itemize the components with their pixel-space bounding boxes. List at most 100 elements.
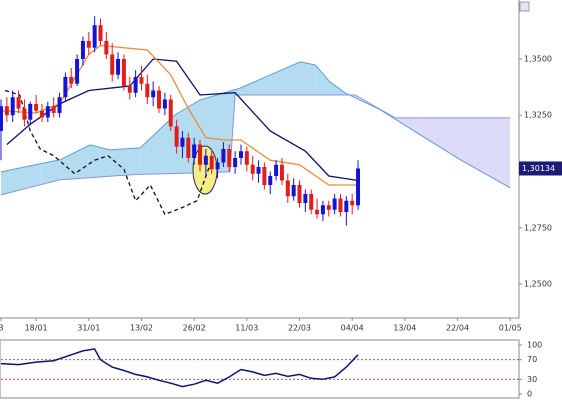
y-tick-label: 30 bbox=[527, 375, 537, 384]
panel-frame bbox=[0, 339, 520, 399]
candle-body bbox=[303, 193, 308, 203]
candle-body bbox=[186, 137, 191, 158]
corner-icon[interactable] bbox=[519, 1, 530, 12]
x-tick-label: 26/02 bbox=[183, 324, 206, 333]
candle-body bbox=[127, 85, 132, 93]
cloud-segment bbox=[140, 115, 175, 175]
candle-body bbox=[285, 180, 290, 197]
y-tick-label: 1,2750 bbox=[524, 223, 552, 232]
candle-body bbox=[192, 144, 197, 158]
candle-body bbox=[80, 40, 85, 59]
candle-body bbox=[110, 54, 115, 75]
lower-panel: 0 30 70 100 bbox=[0, 339, 542, 399]
candle-body bbox=[174, 126, 179, 147]
candle-body bbox=[268, 175, 273, 185]
candle-body bbox=[145, 83, 150, 98]
cloud-segment bbox=[420, 117, 461, 160]
cloud-segment bbox=[315, 65, 330, 95]
candle-body bbox=[309, 193, 314, 210]
candle-body bbox=[10, 97, 15, 116]
candle-body bbox=[98, 25, 103, 41]
candle-body bbox=[291, 184, 296, 197]
candle-body bbox=[215, 162, 220, 170]
candle-body bbox=[274, 164, 279, 176]
candle-body bbox=[221, 148, 226, 163]
candle-body bbox=[238, 151, 243, 158]
candle-body bbox=[233, 157, 238, 167]
x-tick-label: 13/02 bbox=[130, 324, 153, 333]
candle-body bbox=[262, 166, 267, 185]
x-tick-label: 22/04 bbox=[446, 324, 469, 333]
candle-body bbox=[338, 198, 343, 212]
candle-body bbox=[256, 166, 261, 174]
candle-body bbox=[209, 155, 214, 170]
y-tick-label: 1,2500 bbox=[524, 280, 552, 289]
candle-body bbox=[22, 108, 27, 120]
candle-body bbox=[332, 198, 337, 210]
cloud-layer bbox=[0, 61, 511, 196]
cloud-segment bbox=[109, 148, 130, 177]
cloud-segment bbox=[40, 159, 61, 185]
candle-body bbox=[162, 99, 167, 109]
x-tick-label: 01/05 bbox=[499, 324, 522, 333]
candle-body bbox=[133, 76, 138, 93]
candle-body bbox=[28, 103, 33, 120]
last-price-label: 1,30134 bbox=[522, 164, 555, 173]
cloud-segment bbox=[270, 61, 301, 95]
candle-layer bbox=[0, 16, 361, 226]
candle-body bbox=[198, 144, 203, 165]
x-tick-label: 18/01 bbox=[25, 324, 48, 333]
candle-body bbox=[356, 168, 361, 206]
candle-body bbox=[139, 76, 144, 84]
cloud-segment bbox=[89, 144, 110, 178]
candle-body bbox=[75, 58, 80, 84]
candle-body bbox=[344, 200, 349, 212]
candle-body bbox=[57, 97, 62, 113]
candle-body bbox=[116, 58, 121, 75]
oscillator-line bbox=[0, 348, 359, 388]
x-tick-label: 3 bbox=[0, 324, 4, 333]
candle-body bbox=[45, 106, 50, 118]
indicator-line bbox=[4, 89, 213, 216]
candle-body bbox=[0, 106, 3, 131]
candle-body bbox=[121, 58, 126, 86]
cloud-segment bbox=[460, 117, 511, 188]
candle-body bbox=[203, 155, 208, 165]
x-tick-label: 04/04 bbox=[341, 324, 364, 333]
candle-body bbox=[151, 90, 156, 98]
cloud-edge bbox=[0, 61, 511, 189]
candle-body bbox=[227, 148, 232, 167]
candle-body bbox=[320, 205, 325, 215]
candle-body bbox=[326, 205, 331, 210]
candle-body bbox=[104, 40, 109, 55]
y-tick-label: 1,3500 bbox=[524, 54, 552, 63]
candle-body bbox=[244, 151, 249, 165]
cloud-segment bbox=[300, 61, 316, 95]
y-tick-label: 100 bbox=[527, 341, 542, 350]
cloud-segment bbox=[129, 147, 141, 175]
x-tick-label: 22/03 bbox=[288, 324, 311, 333]
axis-layer: 1,35001,32501,30001,27501,2500318/0131/0… bbox=[0, 0, 562, 333]
candle-body bbox=[16, 97, 21, 109]
candle-body bbox=[92, 25, 97, 48]
candle-body bbox=[250, 164, 255, 174]
candle-body bbox=[4, 106, 9, 116]
candle-body bbox=[39, 110, 44, 118]
candle-body bbox=[86, 40, 91, 48]
x-tick-label: 13/04 bbox=[393, 324, 416, 333]
x-tick-label: 31/01 bbox=[77, 324, 100, 333]
candle-body bbox=[168, 99, 173, 127]
indicator-line bbox=[0, 44, 358, 186]
y-tick-label: 70 bbox=[527, 355, 537, 364]
last-price-box bbox=[519, 161, 562, 176]
candle-body bbox=[51, 106, 56, 113]
candle-body bbox=[157, 90, 162, 109]
x-tick-label: 11/03 bbox=[235, 324, 258, 333]
candle-body bbox=[297, 184, 302, 203]
candle-body bbox=[315, 209, 320, 215]
candle-body bbox=[34, 103, 39, 111]
y-tick-label: 1,3250 bbox=[524, 111, 552, 120]
cloud-edge bbox=[0, 94, 511, 196]
